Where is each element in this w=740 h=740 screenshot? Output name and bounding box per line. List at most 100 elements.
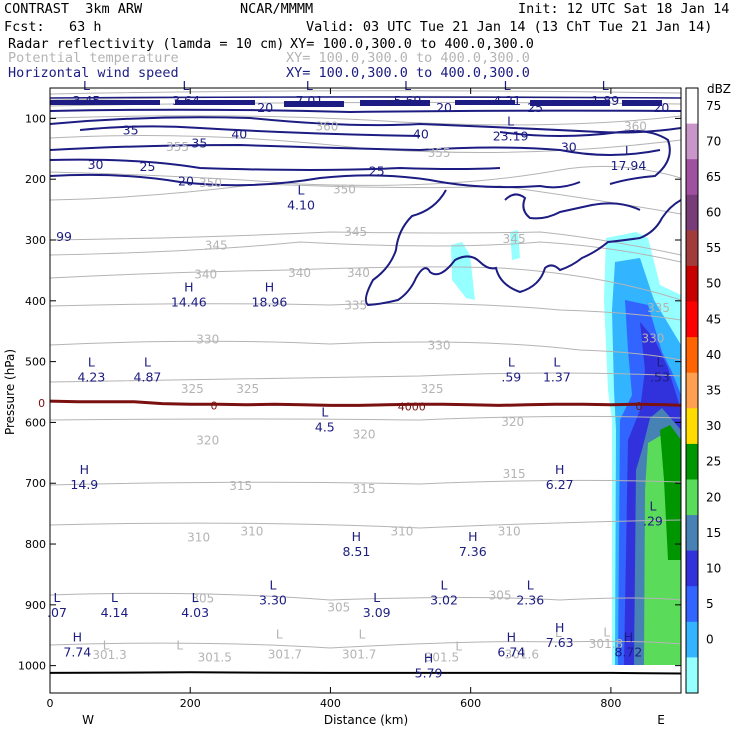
extremum-letter: H [73, 629, 82, 644]
theta-label: 335 [647, 301, 670, 315]
extremum-letter: H [352, 529, 361, 544]
theta-label: L [455, 640, 462, 654]
theta-label: 320 [353, 427, 376, 441]
colorbar-label: 50 [706, 277, 721, 291]
theta-label: 355 [428, 146, 451, 160]
colorbar-swatch [686, 479, 698, 516]
colorbar-label: 75 [706, 99, 721, 113]
extremum-letter: H [624, 629, 633, 644]
theta-label: 305 [489, 588, 512, 602]
y-tick-label: 1000 [18, 660, 46, 673]
theta-label: 330 [196, 333, 219, 347]
wind-label: 35 [123, 122, 139, 137]
extremum-value: 4.03 [181, 605, 209, 620]
theta-label: 350 [333, 182, 356, 196]
theta-label: 345 [503, 232, 526, 246]
colorbar-label: 60 [706, 206, 721, 220]
extremum-letter: L [183, 78, 190, 93]
extremum-value: .29 [643, 514, 663, 529]
y-tick-label: 300 [25, 234, 46, 247]
extremum-letter: L [269, 578, 276, 593]
axes: 0 200 400 600 800100200300400500600700800900… [18, 88, 681, 710]
colorbar-label: 45 [706, 312, 721, 326]
field-xy-theta: XY= 100.0,300.0 to 400.0,300.0 [286, 50, 530, 66]
extremum-letter: H [468, 529, 477, 544]
theta-label: 330 [642, 331, 665, 345]
theta-contour [50, 415, 681, 421]
wind-label: 30 [88, 157, 104, 172]
colorbar-label: 20 [706, 490, 721, 504]
theta-label: 325 [421, 382, 444, 396]
wind-labels: 35 40 35 30 25 20 40 25 30 20 20 25 20 99 [56, 100, 669, 244]
theta-label: 301.8 [589, 637, 623, 651]
y-tick-label: 700 [25, 477, 46, 490]
colorbar-swatch [686, 372, 698, 409]
theta-contour [50, 302, 681, 321]
theta-contour [50, 372, 681, 383]
colorbar-swatch [686, 123, 698, 160]
wind-contour-20 [50, 108, 681, 114]
extremum-letter: L [504, 78, 511, 93]
wind-contour-tongue [364, 189, 681, 307]
wind-label: 35 [191, 136, 207, 151]
colorbar-swatch [686, 550, 698, 587]
theta-label: 355 [166, 140, 189, 154]
theta-contour [50, 231, 681, 256]
colorbar-swatch [686, 337, 698, 374]
colorbar-label: 35 [706, 384, 721, 398]
y-tick-label: 400 [25, 295, 46, 308]
reflectivity-cell-b [510, 230, 520, 260]
theta-label: 310 [391, 525, 414, 539]
extremum-value: 8.51 [342, 544, 370, 559]
colorbar-swatch [686, 657, 698, 694]
wind-contour-25 [50, 158, 501, 171]
colorbar-label: 65 [706, 170, 721, 184]
wind-label: 99 [56, 229, 72, 244]
extremum-value: 3.45 [73, 93, 101, 108]
theta-label: L [103, 638, 110, 652]
extremum-value: 5.79 [415, 666, 443, 681]
colorbar-swatch [686, 159, 698, 196]
extremum-letter: L [625, 143, 632, 158]
extremum-letter: L [373, 590, 380, 605]
colorbar-label: 15 [706, 526, 721, 540]
theta-label: 340 [194, 267, 217, 281]
extremum-letter: L [83, 78, 90, 93]
theta-label: 340 [347, 266, 370, 280]
theta-label: 301.3 [92, 648, 126, 662]
field-xy-reflectivity: XY= 100.0,300.0 to 400.0,300.0 [290, 36, 534, 52]
theta-contour [50, 241, 681, 263]
extremum-letter: L [649, 499, 656, 514]
x-tick-label: 400 [320, 697, 341, 710]
wind-label: 40 [413, 127, 429, 142]
freezing-label: 4000 [398, 401, 426, 414]
extremum-value: 17.94 [611, 158, 647, 173]
wind-label: 20 [257, 100, 273, 115]
y-tick-label: 100 [25, 112, 46, 125]
wind-label: 40 [231, 127, 247, 142]
theta-label: 301.7 [268, 647, 302, 661]
theta-label: 360 [624, 120, 647, 134]
theta-contour [50, 165, 681, 186]
theta-label: 325 [181, 382, 204, 396]
extremum-value: 4.14 [101, 605, 129, 620]
extremum-value: 6.27 [546, 477, 574, 492]
extremum-letter: H [555, 620, 564, 635]
extremum-value: 2.36 [516, 593, 544, 608]
theta-label: 320 [196, 433, 219, 447]
theta-label: 345 [344, 225, 367, 239]
theta-contour [50, 479, 681, 486]
field-name-wind: Horizontal wind speed [8, 65, 179, 81]
wind-label: 20 [653, 100, 669, 115]
extremum-value: 3.09 [363, 605, 391, 620]
y-tick-label: 500 [25, 356, 46, 369]
extremum-letter: L [404, 78, 411, 93]
y-tick-label: 800 [25, 538, 46, 551]
extremum-value: 7.63 [546, 635, 574, 650]
wind-label: 30 [561, 139, 577, 154]
x-axis-label: Distance (km) [324, 713, 408, 727]
reflectivity-shading [451, 230, 681, 665]
colorbar-swatch [686, 230, 698, 267]
